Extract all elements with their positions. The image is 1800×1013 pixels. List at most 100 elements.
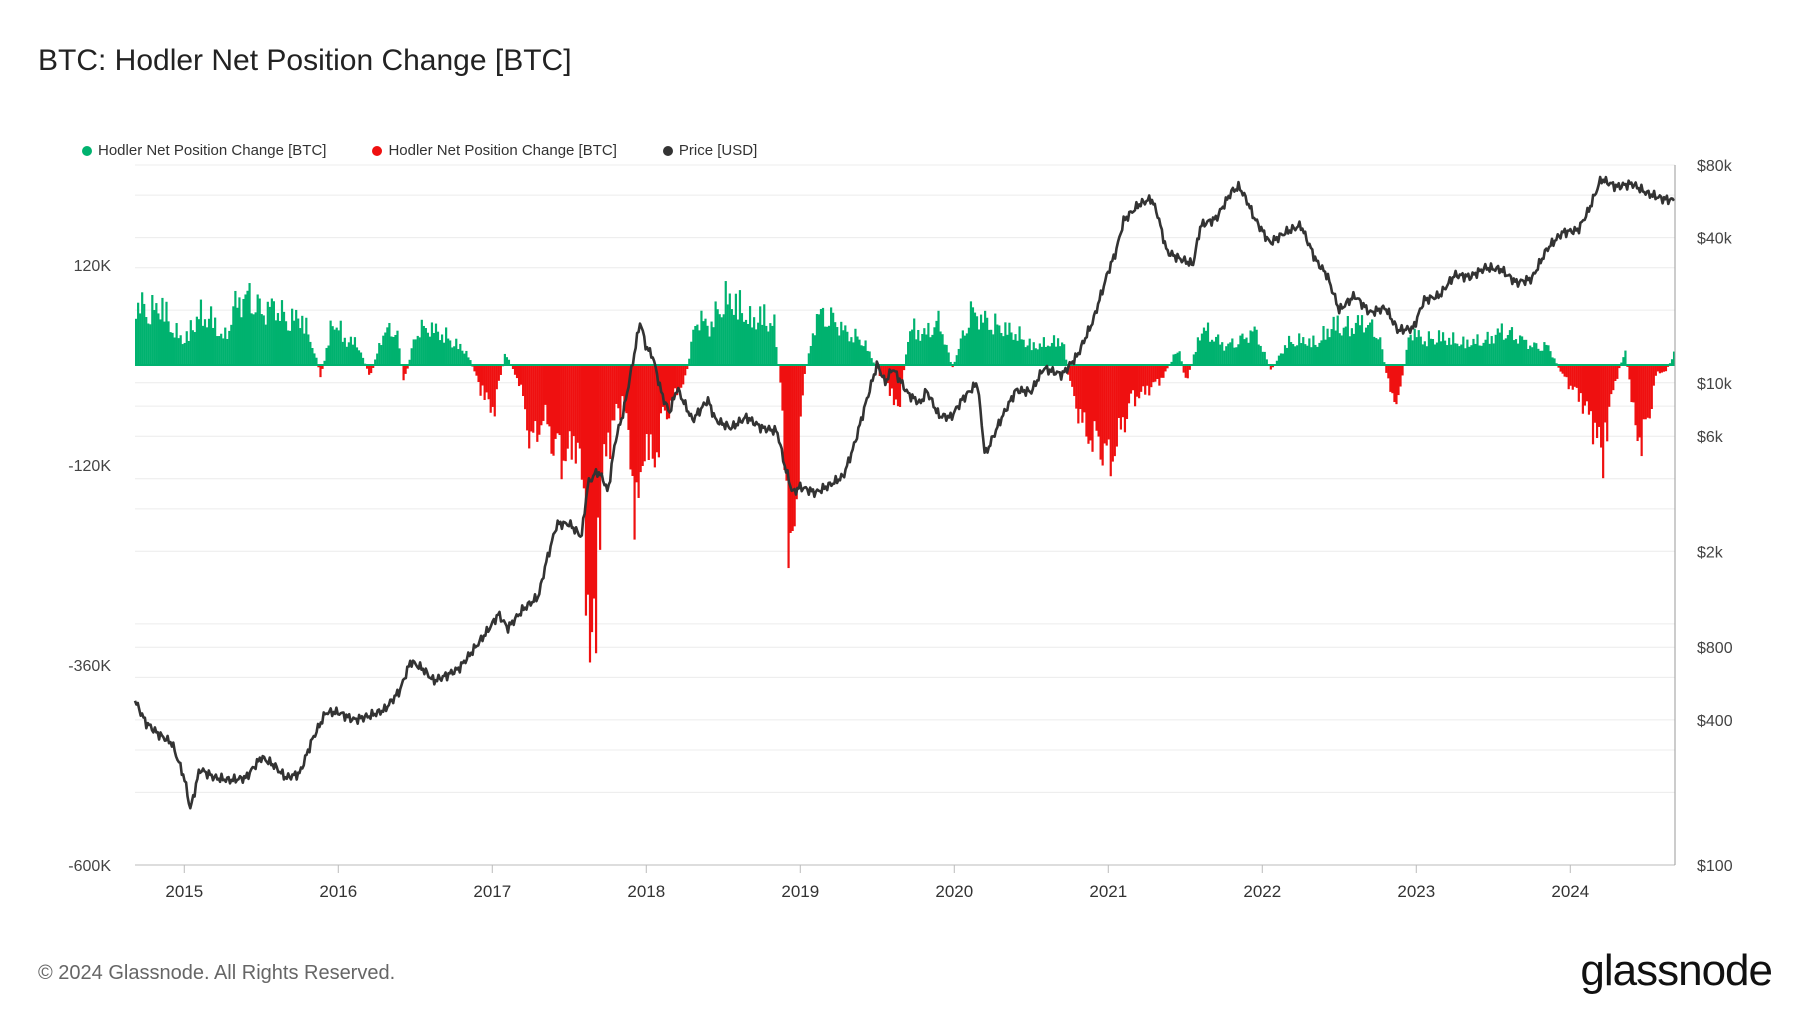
bar-negative xyxy=(884,365,887,380)
bar-positive xyxy=(919,340,922,365)
bar-negative xyxy=(406,365,409,369)
bar-positive xyxy=(923,328,926,365)
bar-positive xyxy=(1413,328,1416,365)
bar-negative xyxy=(631,365,634,476)
bar-positive xyxy=(313,353,316,365)
y-left-tick-label: -360K xyxy=(68,658,111,675)
bar-positive xyxy=(1364,327,1368,365)
bar-positive xyxy=(418,337,421,365)
bar-negative xyxy=(1644,365,1647,420)
bar-negative xyxy=(890,365,894,389)
legend-item-green[interactable]: Hodler Net Position Change [BTC] xyxy=(82,142,326,159)
x-tick-label: 2020 xyxy=(935,882,973,901)
bar-positive xyxy=(1255,329,1258,365)
bar-positive xyxy=(1525,339,1528,365)
bar-positive xyxy=(1518,335,1522,365)
bar-positive xyxy=(1415,337,1418,365)
bar-negative xyxy=(1600,365,1603,448)
bar-positive xyxy=(1304,344,1307,365)
bar-positive xyxy=(1065,359,1068,365)
bar-positive xyxy=(1543,342,1546,365)
bar-negative xyxy=(1583,365,1587,406)
bar-negative xyxy=(1618,365,1621,369)
bar-positive xyxy=(767,331,770,365)
bar-positive xyxy=(860,345,863,365)
bar-positive xyxy=(1200,333,1204,365)
bar-negative xyxy=(1612,365,1615,391)
bar-negative xyxy=(1616,365,1619,379)
bar-positive xyxy=(771,325,774,365)
bar-negative xyxy=(319,365,322,378)
bar-positive xyxy=(1541,350,1544,365)
bar-positive xyxy=(751,327,754,365)
bar-positive xyxy=(913,318,916,365)
bar-positive xyxy=(214,317,217,365)
bar-positive xyxy=(228,330,231,365)
bar-negative xyxy=(1129,365,1133,394)
bar-positive xyxy=(1330,329,1333,365)
bar-negative xyxy=(1071,365,1074,387)
bar-positive xyxy=(1539,350,1542,365)
bar-positive xyxy=(1504,338,1507,365)
bar-negative xyxy=(1650,365,1653,409)
bar-negative xyxy=(1087,365,1090,444)
bar-negative xyxy=(1073,365,1076,397)
bar-positive xyxy=(412,339,415,365)
bar-positive xyxy=(716,309,719,365)
bar-positive xyxy=(927,322,930,365)
bar-negative xyxy=(1561,365,1564,374)
bar-negative xyxy=(663,365,667,411)
bar-positive xyxy=(179,335,182,365)
bar-negative xyxy=(902,365,906,371)
bar-positive xyxy=(755,329,758,365)
bar-negative xyxy=(684,365,687,376)
bar-positive xyxy=(1056,338,1060,365)
bar-positive xyxy=(1219,344,1222,365)
bar-positive xyxy=(1229,342,1232,365)
bar-positive xyxy=(1034,348,1037,365)
bar-negative xyxy=(1133,365,1137,407)
bar-positive xyxy=(1482,342,1485,365)
bar-positive xyxy=(505,357,509,365)
bar-positive xyxy=(1506,335,1510,365)
bar-negative xyxy=(779,365,782,383)
bar-positive xyxy=(688,358,691,365)
legend-item-red[interactable]: Hodler Net Position Change [BTC] xyxy=(372,142,617,159)
bar-negative xyxy=(1111,365,1114,462)
bar-positive xyxy=(201,325,205,365)
bar-positive xyxy=(357,350,361,365)
bar-negative xyxy=(1577,365,1580,402)
bar-positive xyxy=(1239,335,1242,365)
bar-negative xyxy=(637,365,640,498)
bar-negative xyxy=(1567,365,1570,390)
bar-negative xyxy=(627,365,630,430)
bar-negative xyxy=(495,365,498,390)
bar-positive xyxy=(443,342,446,365)
bar-negative xyxy=(526,365,529,431)
bar-positive xyxy=(1381,349,1384,365)
bar-positive xyxy=(933,327,936,365)
y-right-tick-label: $10k xyxy=(1697,376,1733,393)
legend-item-price[interactable]: Price [USD] xyxy=(662,142,757,159)
x-tick-label: 2021 xyxy=(1089,882,1127,901)
bar-positive xyxy=(1533,342,1536,365)
bar-positive xyxy=(1277,355,1281,365)
bar-positive xyxy=(765,325,768,365)
bar-negative xyxy=(558,365,561,436)
bar-positive xyxy=(759,306,762,365)
bar-positive xyxy=(969,301,973,365)
bar-positive xyxy=(335,327,338,365)
bar-negative xyxy=(676,365,679,396)
bar-positive xyxy=(1456,343,1459,365)
bar-positive xyxy=(929,337,932,365)
bar-negative xyxy=(576,365,579,443)
bar-positive xyxy=(1435,342,1439,365)
bar-positive xyxy=(467,357,470,365)
bar-positive xyxy=(307,334,310,365)
bar-positive xyxy=(1377,339,1380,365)
bar-positive xyxy=(734,293,737,365)
bar-positive xyxy=(1332,316,1335,365)
bar-positive xyxy=(1292,344,1295,365)
bar-positive xyxy=(1022,339,1025,365)
bar-positive xyxy=(159,319,162,365)
